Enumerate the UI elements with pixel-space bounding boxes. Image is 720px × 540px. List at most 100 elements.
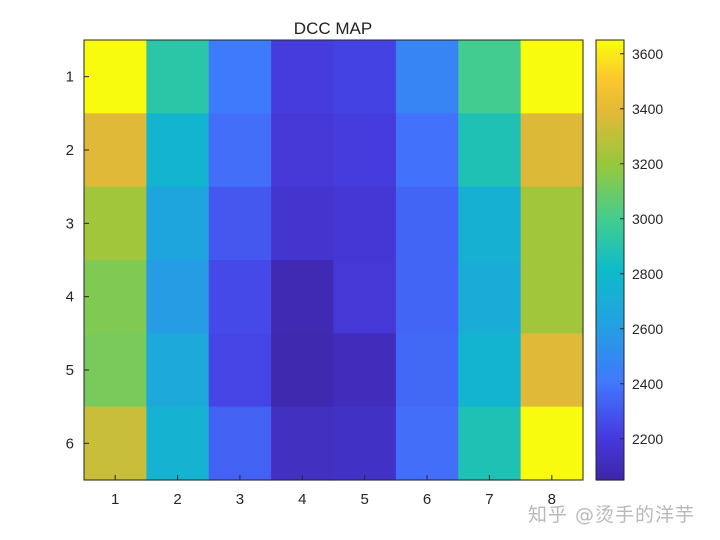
heatmap-cell-r5-c6 (395, 333, 459, 408)
colorbar-segment (596, 468, 624, 473)
heatmap-cell-r4-c5 (333, 260, 397, 334)
colorbar-segment (596, 384, 624, 389)
colorbar-segment (596, 196, 624, 201)
colorbar-segment (596, 244, 624, 249)
heatmap-cell-r1-c4 (271, 40, 335, 114)
colorbar-segment (596, 448, 624, 453)
colorbar-segment (596, 392, 624, 397)
colorbar-segment (596, 308, 624, 313)
colorbar-segment (596, 228, 624, 233)
colorbar-segment (596, 400, 624, 405)
colorbar-tick-label: 2600 (632, 321, 663, 337)
colorbar-segment (596, 340, 624, 345)
colorbar-segment (596, 112, 624, 117)
heatmap-cell-r2-c4 (271, 113, 335, 188)
heatmap-cell-r6-c2 (146, 406, 210, 481)
colorbar-tick-label: 2400 (632, 376, 663, 392)
colorbar-segment (596, 452, 624, 457)
colorbar-segment (596, 88, 624, 93)
y-tick-label: 3 (66, 215, 74, 232)
colorbar-segment (596, 232, 624, 237)
colorbar-segment (596, 80, 624, 85)
heatmap-cell-r2-c7 (458, 113, 522, 188)
colorbar-segment (596, 224, 624, 229)
colorbar-segment (596, 72, 624, 77)
colorbar-segment (596, 316, 624, 321)
colorbar-segment (596, 176, 624, 181)
heatmap-cell-r4-c3 (208, 260, 272, 334)
colorbar-segment (596, 408, 624, 413)
colorbar-segment (596, 332, 624, 337)
heatmap-cell-r4-c4 (271, 260, 335, 334)
colorbar-segment (596, 272, 624, 277)
colorbar-segment (596, 96, 624, 101)
heatmap-cell-r5-c3 (208, 333, 272, 408)
heatmap-cell-r5-c7 (458, 333, 522, 408)
colorbar-segment (596, 192, 624, 197)
heatmap-cell-r1-c7 (458, 40, 522, 114)
colorbar-segment (596, 412, 624, 417)
colorbar-segment (596, 268, 624, 273)
heatmap-cell-r3-c4 (271, 186, 335, 261)
heatmap-cell-r4-c2 (146, 260, 210, 334)
colorbar-segment (596, 44, 624, 49)
colorbar-segment (596, 380, 624, 385)
colorbar-segment (596, 336, 624, 341)
colorbar-segment (596, 320, 624, 325)
x-tick-label: 3 (236, 491, 244, 508)
x-tick-label: 5 (361, 491, 369, 508)
y-tick-label: 2 (66, 142, 74, 159)
heatmap-cell-r2-c6 (395, 113, 459, 188)
colorbar-tick-label: 2800 (632, 266, 663, 282)
colorbar-segment (596, 456, 624, 461)
colorbar-segment (596, 100, 624, 105)
heatmap-cell-r6-c7 (458, 406, 522, 481)
colorbar-segment (596, 436, 624, 441)
heatmap-cell-r2-c5 (333, 113, 397, 188)
colorbar-segment (596, 116, 624, 121)
colorbar-tick-label: 3200 (632, 156, 663, 172)
heatmap-cell-r6-c3 (208, 406, 272, 481)
heatmap-cell-r4-c1 (84, 260, 147, 334)
colorbar-segment (596, 236, 624, 241)
colorbar-segment (596, 460, 624, 465)
y-tick-label: 4 (66, 289, 74, 306)
colorbar-segment (596, 284, 624, 289)
colorbar-segment (596, 152, 624, 157)
colorbar-segment (596, 76, 624, 81)
colorbar-segment (596, 312, 624, 317)
colorbar-segment (596, 60, 624, 65)
heatmap-cell-r6-c8 (520, 406, 584, 481)
colorbar-segment (596, 168, 624, 173)
heatmap-cell-r4-c7 (458, 260, 522, 334)
colorbar-segment (596, 396, 624, 401)
x-tick-label: 7 (485, 491, 493, 508)
colorbar-segment (596, 420, 624, 425)
colorbar-segment (596, 304, 624, 309)
colorbar-segment (596, 324, 624, 329)
colorbar-segment (596, 200, 624, 205)
colorbar-segment (596, 360, 624, 365)
y-tick-label: 1 (66, 69, 74, 86)
colorbar-segment (596, 276, 624, 281)
colorbar-segment (596, 352, 624, 357)
heatmap-cell-r5-c4 (271, 333, 335, 408)
heatmap-cell-r4-c8 (520, 260, 584, 334)
colorbar-segment (596, 240, 624, 245)
colorbar-segment (596, 140, 624, 145)
heatmap-cell-r6-c5 (333, 406, 397, 481)
colorbar-tick-label: 3000 (632, 211, 663, 227)
heatmap-cell-r5-c5 (333, 333, 397, 408)
colorbar-segment (596, 128, 624, 133)
colorbar-segment (596, 260, 624, 265)
colorbar-segment (596, 212, 624, 217)
colorbar-segment (596, 252, 624, 257)
heatmap-cell-r1-c5 (333, 40, 397, 114)
colorbar-segment (596, 208, 624, 213)
x-tick-label: 8 (548, 491, 556, 508)
heatmap-cell-r5-c8 (520, 333, 584, 408)
x-tick-label: 1 (111, 491, 119, 508)
colorbar-segment (596, 160, 624, 165)
colorbar-segment (596, 56, 624, 61)
